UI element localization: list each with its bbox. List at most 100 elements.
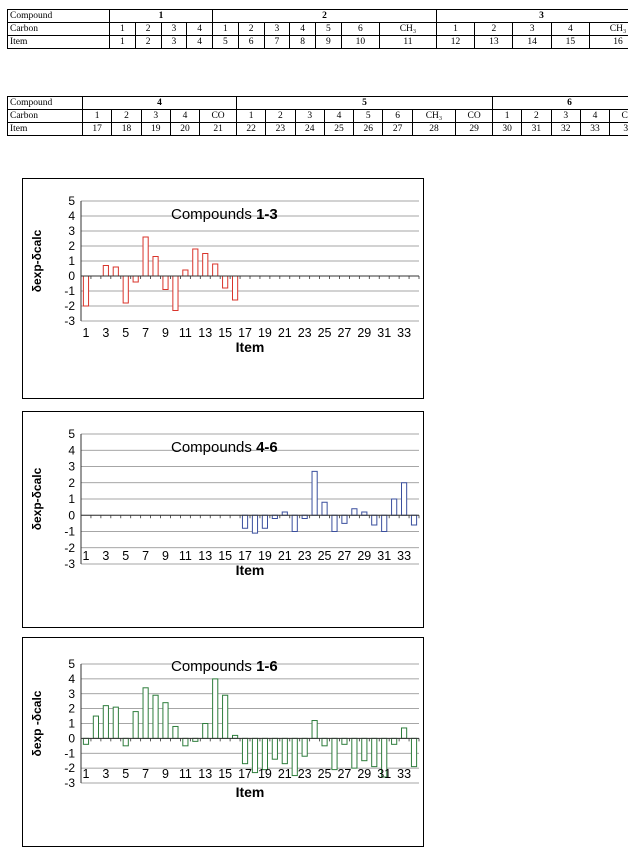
bar	[113, 267, 118, 276]
bar	[163, 703, 168, 739]
y-tick-label: 4	[68, 672, 75, 686]
bar	[213, 679, 218, 739]
table-cell: 3	[141, 110, 170, 123]
bar	[103, 706, 108, 739]
bar	[133, 712, 138, 739]
table-cell: 1	[213, 23, 239, 36]
x-tick-label: 11	[179, 326, 192, 340]
x-tick-label: 3	[102, 767, 109, 781]
bar	[292, 515, 297, 531]
table-cell: 3	[264, 23, 290, 36]
table-cell: 4	[580, 110, 609, 123]
x-tick-label: 23	[298, 326, 312, 340]
y-tick-label: -2	[64, 541, 75, 555]
bar	[402, 483, 407, 516]
row-label: Carbon	[8, 110, 83, 123]
chart-title: Compounds 1-6	[171, 658, 278, 675]
x-tick-label: 15	[218, 326, 232, 340]
x-tick-label: 19	[258, 326, 272, 340]
x-tick-label: 1	[82, 326, 89, 340]
compound-group-header: 5	[236, 97, 492, 110]
table-cell: 3	[513, 23, 551, 36]
table-cell: 1	[110, 36, 136, 49]
compound-table-2: Compound456Carbon1234CO123456CH₃CO1234CO…	[7, 96, 628, 136]
table-cell: 31	[522, 123, 551, 136]
y-tick-label: 1	[68, 492, 75, 506]
bar	[103, 266, 108, 277]
bar	[272, 738, 277, 759]
table-cell: 1	[83, 110, 112, 123]
x-tick-label: 5	[122, 767, 129, 781]
table-cell: 5	[354, 110, 383, 123]
bar	[411, 515, 416, 525]
bar	[223, 276, 228, 288]
x-tick-label: 29	[357, 767, 371, 781]
row-label: Compound	[8, 10, 110, 23]
bar	[242, 515, 247, 528]
x-tick-label: 13	[198, 767, 212, 781]
x-tick-label: 17	[238, 549, 252, 563]
row-label: Item	[8, 123, 83, 136]
y-axis-label: δexp-δcalc	[30, 467, 44, 530]
table-cell: 3	[551, 110, 580, 123]
table-cell: 24	[295, 123, 324, 136]
table-cell: CH₃	[590, 23, 628, 36]
table-cell: 1	[110, 23, 136, 36]
bar	[143, 688, 148, 739]
bar	[362, 738, 367, 760]
table-cell: 6	[383, 110, 412, 123]
table-cell: CH₃	[380, 23, 437, 36]
bar	[302, 738, 307, 756]
table-row: Carbon1234CO123456CH₃CO1234CO	[8, 110, 628, 123]
bar	[402, 728, 407, 738]
bar	[252, 738, 257, 772]
table-cell: 4	[187, 36, 213, 49]
bar	[113, 707, 118, 738]
table-cell: 1	[436, 23, 474, 36]
bar	[93, 716, 98, 738]
y-tick-label: -3	[64, 776, 75, 790]
bar	[123, 276, 128, 303]
x-tick-label: 27	[337, 549, 351, 563]
table-cell: 22	[236, 123, 265, 136]
x-tick-label: 17	[238, 326, 252, 340]
table-cell: 2	[238, 23, 264, 36]
table-cell: 3	[295, 110, 324, 123]
x-tick-label: 11	[179, 549, 192, 563]
bar	[163, 276, 168, 290]
bar	[143, 237, 148, 276]
table-cell: 21	[200, 123, 237, 136]
table-cell: 32	[551, 123, 580, 136]
bar	[382, 515, 387, 531]
y-axis-label: δexp-δcalc	[30, 229, 44, 292]
table-cell: 17	[83, 123, 112, 136]
table-cell: 4	[187, 23, 213, 36]
x-tick-label: 9	[162, 767, 169, 781]
table-cell: 19	[141, 123, 170, 136]
compound-group-header: 2	[213, 10, 437, 23]
y-tick-label: 2	[68, 239, 75, 253]
y-tick-label: 0	[68, 508, 75, 522]
y-tick-label: 0	[68, 731, 75, 745]
row-label: Item	[8, 36, 110, 49]
bar	[213, 264, 218, 276]
bar	[372, 515, 377, 525]
bar	[411, 738, 416, 766]
x-tick-label: 3	[102, 326, 109, 340]
table-cell: 3	[161, 23, 187, 36]
y-tick-label: 1	[68, 717, 75, 731]
table-cell: 8	[290, 36, 316, 49]
y-tick-label: 0	[68, 269, 75, 283]
table-cell: 6	[341, 23, 379, 36]
bar	[342, 738, 347, 744]
x-tick-label: 27	[337, 767, 351, 781]
table-row: Item171819202122232425262728293031323334	[8, 123, 628, 136]
bar	[173, 276, 178, 311]
y-tick-label: -2	[64, 761, 75, 775]
table-cell: 10	[341, 36, 379, 49]
table-cell: CH₃	[412, 110, 455, 123]
